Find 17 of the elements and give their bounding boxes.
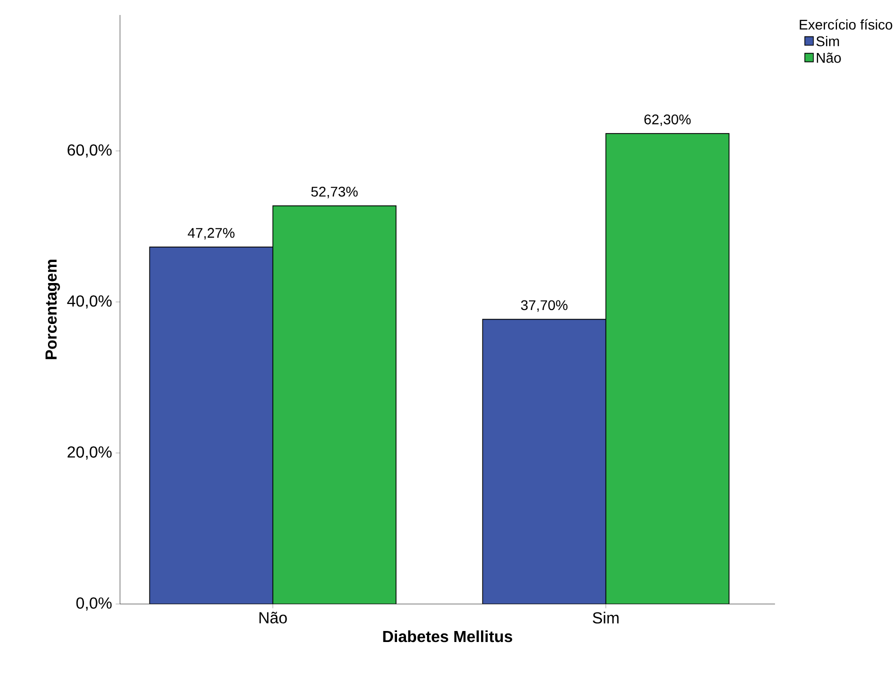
data-label: 37,70% (521, 300, 568, 312)
x-axis-title: Diabetes Mellitus (383, 630, 512, 642)
y-tick-label: 40,0% (67, 295, 112, 309)
y-tick-label: 0,0% (76, 597, 112, 611)
bar (605, 133, 730, 604)
data-label: 62,30% (644, 114, 691, 126)
bar (482, 318, 606, 604)
y-tick-label: 60,0% (68, 144, 112, 158)
y-axis-title: Porcentagem (46, 260, 60, 360)
data-label: 47,27% (188, 228, 234, 240)
legend-title: Exercício físico (800, 19, 892, 30)
data-label: 52,73% (311, 186, 358, 198)
y-tick-label: 20,0% (68, 446, 112, 460)
bar (149, 246, 274, 604)
bar (272, 205, 396, 604)
legend-label: Não (816, 52, 841, 63)
legend-label: Sim (816, 36, 839, 46)
